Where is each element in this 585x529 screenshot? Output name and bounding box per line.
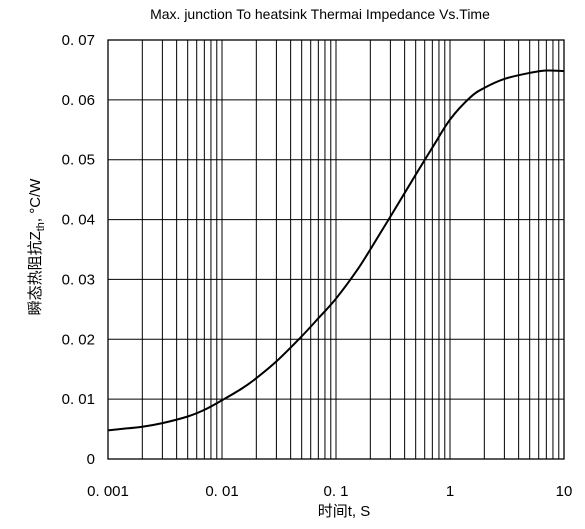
curve-layer xyxy=(107,69,565,432)
y-tick-label: 0. 01 xyxy=(62,391,95,408)
y-tick-label: 0. 03 xyxy=(62,271,95,288)
x-tick-label: 0. 01 xyxy=(205,483,238,500)
x-tick-label: 10 xyxy=(556,483,573,500)
y-tick-label: 0 xyxy=(87,451,95,468)
y-tick-label: 0. 04 xyxy=(62,212,95,229)
y-axis-label-main: 瞬态热阻抗Z xyxy=(27,231,44,315)
series-line xyxy=(107,69,565,432)
plot-frame xyxy=(107,39,565,460)
grid xyxy=(107,39,564,460)
x-axis-label: 时间t, S xyxy=(318,503,371,520)
y-axis-label-unit: , °C/W xyxy=(27,178,44,222)
y-axis-label-sub: th xyxy=(35,222,47,231)
y-tick-label: 0. 06 xyxy=(62,92,95,109)
x-tick-label: 0. 1 xyxy=(323,483,348,500)
x-tick-label: 0. 001 xyxy=(87,483,129,500)
y-tick-label: 0. 05 xyxy=(62,152,95,169)
y-axis-label: 瞬态热阻抗Zth, °C/W xyxy=(27,178,47,316)
x-tick-labels: 0. 001 0. 01 0. 1 1 10 xyxy=(87,483,572,500)
y-tick-label: 0. 07 xyxy=(62,32,95,49)
chart-title: Max. junction To heatsink Thermai Impeda… xyxy=(150,6,490,22)
y-tick-labels: 0 0. 01 0. 02 0. 03 0. 04 0. 05 0. 06 0. 07 xyxy=(62,32,95,468)
y-tick-label: 0. 02 xyxy=(62,331,95,348)
x-tick-label: 1 xyxy=(446,483,454,500)
